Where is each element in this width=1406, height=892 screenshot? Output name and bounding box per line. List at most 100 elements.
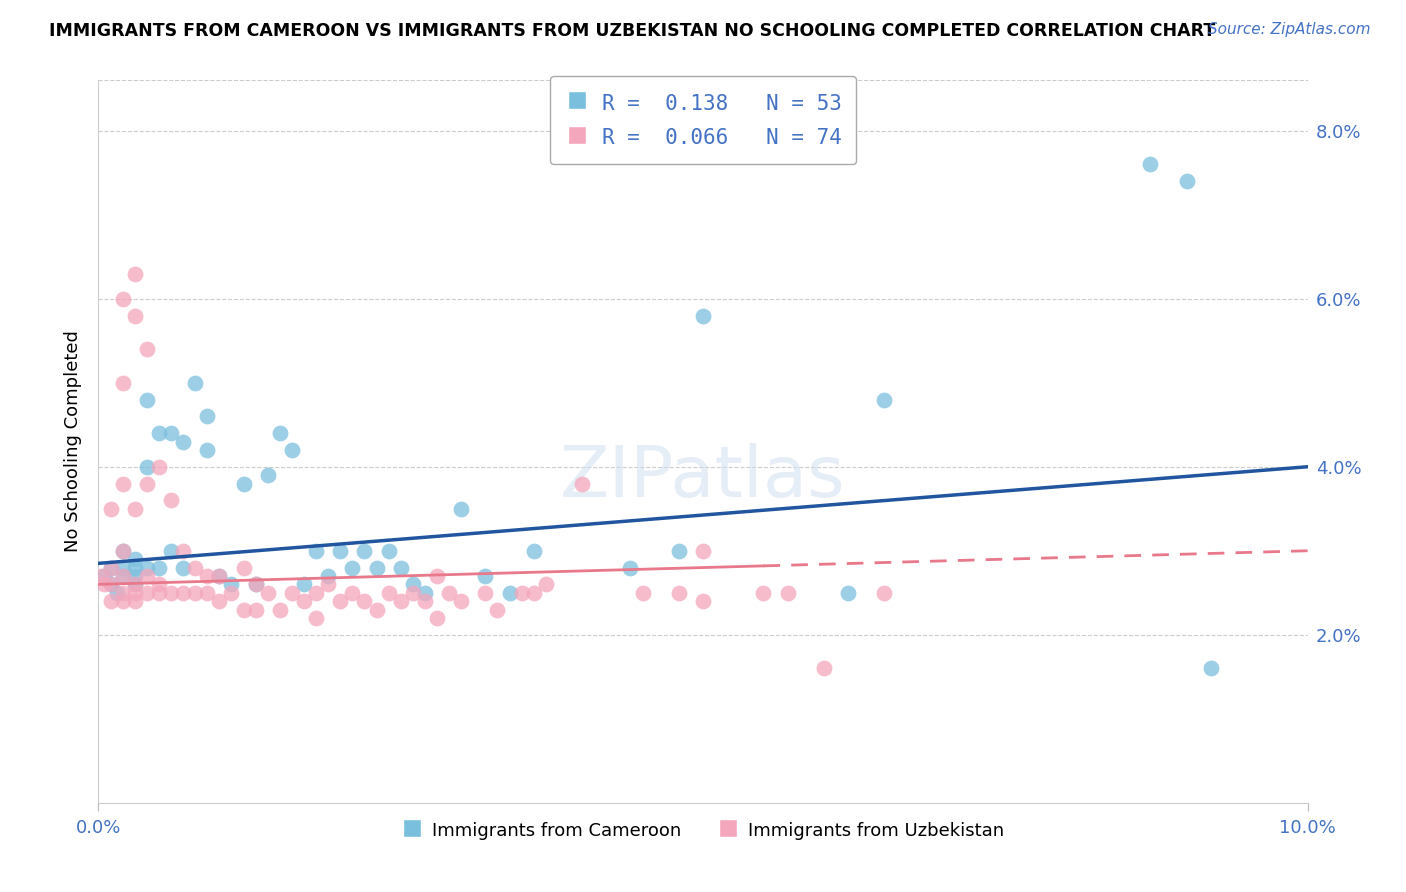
Point <box>124 309 146 323</box>
Point <box>208 569 231 583</box>
Point <box>668 543 690 558</box>
Point <box>256 468 278 483</box>
Point <box>111 569 134 583</box>
Point <box>172 560 194 574</box>
Point <box>619 560 641 574</box>
Point <box>160 543 183 558</box>
Point <box>111 543 134 558</box>
Point <box>232 476 254 491</box>
Point <box>135 342 157 356</box>
Point <box>195 586 218 600</box>
Point <box>316 577 339 591</box>
Point <box>1175 174 1198 188</box>
Point <box>305 586 328 600</box>
Point <box>256 586 278 600</box>
Point <box>837 586 859 600</box>
Point <box>692 309 714 323</box>
Point <box>1139 157 1161 171</box>
Text: ZIPatlas: ZIPatlas <box>560 443 846 512</box>
Point <box>160 426 183 441</box>
Point <box>269 426 291 441</box>
Point <box>172 586 194 600</box>
Point <box>148 577 170 591</box>
Point <box>1199 661 1222 675</box>
Point <box>124 552 146 566</box>
Point <box>124 586 146 600</box>
Point <box>135 459 157 474</box>
Point <box>292 594 315 608</box>
Y-axis label: No Schooling Completed: No Schooling Completed <box>63 331 82 552</box>
Point <box>510 586 533 600</box>
Point <box>111 569 134 583</box>
Point <box>208 594 231 608</box>
Point <box>692 594 714 608</box>
Point <box>402 577 425 591</box>
Point <box>221 586 243 600</box>
Point <box>329 543 352 558</box>
Point <box>100 501 122 516</box>
Point <box>631 586 654 600</box>
Text: Source: ZipAtlas.com: Source: ZipAtlas.com <box>1208 22 1371 37</box>
Point <box>148 586 170 600</box>
Point <box>692 543 714 558</box>
Point <box>316 569 339 583</box>
Point <box>124 569 146 583</box>
Point <box>281 586 304 600</box>
Point <box>486 602 509 616</box>
Point <box>377 586 399 600</box>
Point <box>571 476 593 491</box>
Point <box>184 586 207 600</box>
Point <box>437 586 460 600</box>
Point <box>377 543 399 558</box>
Point <box>148 426 170 441</box>
Point <box>100 560 122 574</box>
Point <box>353 594 375 608</box>
Point <box>135 569 157 583</box>
Point <box>93 569 115 583</box>
Point <box>232 602 254 616</box>
Point <box>474 569 496 583</box>
Point <box>172 434 194 449</box>
Point <box>498 586 520 600</box>
Point <box>245 577 267 591</box>
Point <box>135 476 157 491</box>
Point <box>245 602 267 616</box>
Point <box>342 560 364 574</box>
Point <box>135 586 157 600</box>
Point <box>281 442 304 457</box>
Point <box>426 569 449 583</box>
Point <box>93 577 115 591</box>
Point <box>221 577 243 591</box>
Point <box>873 392 896 407</box>
Point <box>184 560 207 574</box>
Point <box>776 586 799 600</box>
Point <box>366 602 388 616</box>
Point <box>366 560 388 574</box>
Point <box>195 569 218 583</box>
Legend: Immigrants from Cameroon, Immigrants from Uzbekistan: Immigrants from Cameroon, Immigrants fro… <box>394 813 1012 848</box>
Point <box>124 577 146 591</box>
Point <box>148 459 170 474</box>
Point <box>523 586 546 600</box>
Point <box>389 560 412 574</box>
Point <box>450 594 472 608</box>
Point <box>329 594 352 608</box>
Point <box>100 594 122 608</box>
Point <box>534 577 557 591</box>
Point <box>245 577 267 591</box>
Point <box>124 501 146 516</box>
Point <box>100 577 122 591</box>
Point <box>124 577 146 591</box>
Point <box>111 476 134 491</box>
Point <box>426 611 449 625</box>
Point <box>111 560 134 574</box>
Point <box>124 560 146 574</box>
Point <box>124 267 146 281</box>
Point <box>413 586 436 600</box>
Point <box>752 586 775 600</box>
Point <box>160 493 183 508</box>
Point <box>172 543 194 558</box>
Point <box>105 586 128 600</box>
Point <box>269 602 291 616</box>
Point <box>292 577 315 591</box>
